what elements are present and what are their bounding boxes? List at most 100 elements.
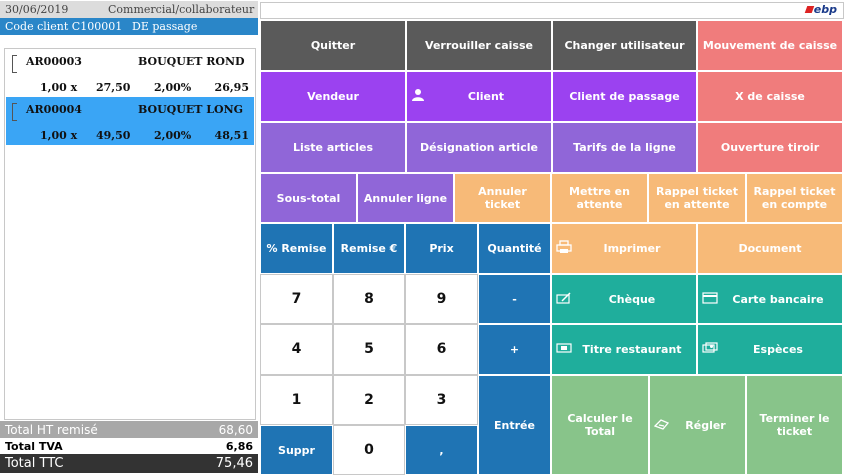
ticket-panel: 30/06/2019 Commercial/collaborateur Code…	[0, 0, 258, 475]
x-report-button[interactable]: X de caisse	[697, 71, 843, 122]
euro-discount-button[interactable]: Remise €	[333, 223, 405, 274]
keypad-0[interactable]: 0	[333, 425, 405, 475]
line-bracket	[12, 103, 17, 121]
settle-button[interactable]: Régler	[649, 375, 746, 475]
delete-button[interactable]: Suppr	[260, 425, 333, 475]
client-code: Code client C100001	[5, 20, 123, 33]
keypad-5[interactable]: 5	[333, 324, 405, 375]
recall-held-ticket-button[interactable]: Rappel ticket en attente	[648, 173, 746, 223]
article-list-button[interactable]: Liste articles	[260, 122, 406, 173]
hold-ticket-button[interactable]: Mettre en attente	[551, 173, 648, 223]
recall-account-ticket-button[interactable]: Rappel ticket en compte	[746, 173, 843, 223]
article-list-label: Liste articles	[292, 141, 374, 154]
line-designation: BOUQUET LONG	[138, 103, 244, 116]
ebp-logo: ebp	[804, 3, 837, 16]
printer-icon	[556, 240, 572, 257]
keypad-7[interactable]: 7	[260, 274, 333, 324]
compute-total-button[interactable]: Calculer le Total	[551, 375, 649, 475]
compute-total-label: Calculer le Total	[567, 412, 633, 438]
logo-text: ebp	[813, 3, 837, 16]
ticket-lines-list[interactable]: AR00003 BOUQUET ROND 1,00 x 27,50 2,00% …	[4, 48, 256, 420]
total-ttc-value: 75,46	[215, 456, 253, 471]
cancel-ticket-button[interactable]: Annuler ticket	[454, 173, 551, 223]
price-label: Prix	[429, 242, 454, 255]
keypad-3-label: 3	[436, 391, 447, 408]
keypad-4-label: 4	[291, 341, 302, 357]
plus-button[interactable]: +	[478, 324, 551, 375]
line-total: 48,51	[214, 129, 249, 142]
line-prices-button[interactable]: Tarifs de la ligne	[552, 122, 697, 173]
keypad-6[interactable]: 6	[405, 324, 478, 375]
seller-button[interactable]: Vendeur	[260, 71, 406, 122]
bank-card-label: Carte bancaire	[732, 292, 824, 306]
keypad-9-label: 9	[436, 290, 447, 307]
document-button[interactable]: Document	[697, 223, 843, 274]
print-button[interactable]: Imprimer	[551, 223, 697, 274]
change-user-button[interactable]: Changer utilisateur	[552, 20, 697, 71]
decimal-label: ,	[439, 443, 444, 457]
cancel-line-button[interactable]: Annuler ligne	[357, 173, 454, 223]
quantity-button[interactable]: Quantité	[478, 223, 551, 274]
keypad-8[interactable]: 8	[333, 274, 405, 324]
percent-discount-button[interactable]: % Remise	[260, 223, 333, 274]
cash-label: Espèces	[753, 343, 803, 356]
enter-button[interactable]: Entrée	[478, 375, 551, 475]
keypad-0-label: 0	[364, 441, 374, 458]
lock-register-button[interactable]: Verrouiller caisse	[406, 20, 552, 71]
keypad-4[interactable]: 4	[260, 324, 333, 375]
subtotal-label: Sous-total	[276, 191, 341, 205]
total-tva-value: 6,86	[225, 440, 253, 453]
keypad-2[interactable]: 2	[333, 375, 405, 425]
ticket-date: 30/06/2019	[5, 3, 69, 16]
total-tva-label: Total TVA	[5, 440, 63, 453]
total-tva-row: Total TVA 6,86	[0, 438, 258, 454]
card-icon	[702, 291, 718, 307]
decimal-button[interactable]: ,	[405, 425, 478, 475]
quit-button[interactable]: Quitter	[260, 20, 406, 71]
line-bracket	[12, 55, 17, 73]
finish-ticket-button[interactable]: Terminer le ticket	[746, 375, 843, 475]
keypad-6-label: 6	[436, 341, 447, 357]
total-ht-label: Total HT remisé	[5, 423, 98, 437]
keypad-1-label: 1	[291, 391, 302, 408]
line-quantity: 1,00 x	[40, 81, 78, 94]
cheque-button[interactable]: Chèque	[551, 274, 697, 324]
ticket-header: 30/06/2019 Commercial/collaborateur	[0, 1, 258, 18]
x-report-label: X de caisse	[735, 90, 805, 103]
collaborator-label: Commercial/collaborateur	[108, 3, 255, 16]
cash-movement-button[interactable]: Mouvement de caisse	[697, 20, 843, 71]
line-price: 49,50	[96, 129, 131, 142]
meal-voucher-label: Titre restaurant	[582, 343, 682, 356]
walk-in-client-button[interactable]: Client de passage	[552, 71, 697, 122]
keypad-5-label: 5	[364, 341, 374, 357]
bank-card-button[interactable]: Carte bancaire	[697, 274, 843, 324]
recall-account-ticket-label: Rappel ticket en compte	[753, 185, 836, 211]
cancel-line-label: Annuler ligne	[363, 191, 448, 205]
keypad-9[interactable]: 9	[405, 274, 478, 324]
line-discount: 2,00%	[154, 129, 192, 142]
cash-icon	[702, 341, 718, 358]
euro-discount-label: Remise €	[340, 242, 398, 255]
cancel-ticket-label: Annuler ticket	[478, 185, 527, 211]
print-label: Imprimer	[603, 242, 661, 255]
price-button[interactable]: Prix	[405, 223, 478, 274]
keypad-3[interactable]: 3	[405, 375, 478, 425]
article-designation-button[interactable]: Désignation article	[406, 122, 552, 173]
total-ttc-row: Total TTC 75,46	[0, 454, 258, 473]
minus-button[interactable]: -	[478, 274, 551, 324]
percent-discount-label: % Remise	[266, 242, 327, 255]
ticket-line-selected[interactable]: AR00004 BOUQUET LONG 1,00 x 49,50 2,00% …	[6, 97, 254, 145]
cheque-label: Chèque	[608, 292, 656, 306]
total-ht-row: Total HT remisé 68,60	[0, 421, 258, 438]
subtotal-button[interactable]: Sous-total	[260, 173, 357, 223]
keypad-1[interactable]: 1	[260, 375, 333, 425]
line-price: 27,50	[96, 81, 131, 94]
line-code: AR00004	[26, 103, 82, 116]
top-bar: ebp	[260, 2, 844, 19]
meal-voucher-button[interactable]: Titre restaurant	[551, 324, 697, 375]
open-drawer-button[interactable]: Ouverture tiroir	[697, 122, 843, 173]
ticket-line[interactable]: AR00003 BOUQUET ROND 1,00 x 27,50 2,00% …	[6, 49, 254, 97]
client-button[interactable]: Client	[406, 71, 552, 122]
cash-button[interactable]: Espèces	[697, 324, 843, 375]
total-ht-value: 68,60	[218, 423, 253, 437]
